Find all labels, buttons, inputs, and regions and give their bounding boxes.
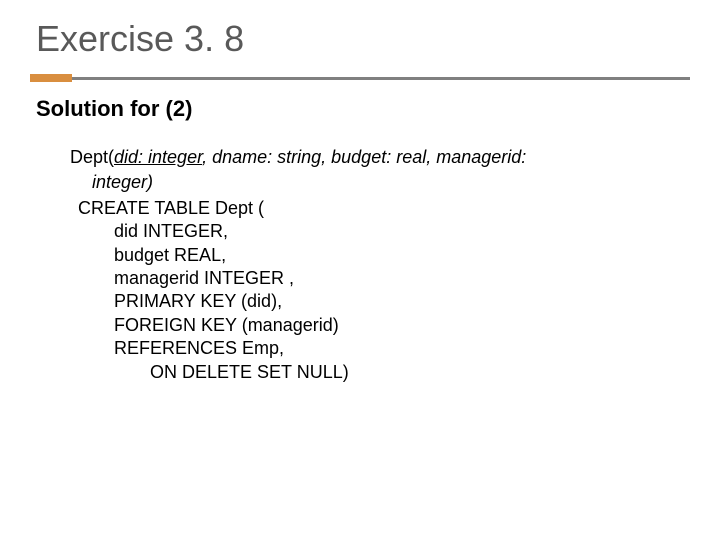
sql-line-references: REFERENCES Emp,: [114, 337, 690, 360]
slide-container: Exercise 3. 8 Solution for (2) Dept(did:…: [0, 0, 720, 540]
accent-bar: [30, 74, 690, 78]
sql-line-ondelete: ON DELETE SET NULL): [150, 361, 690, 384]
sql-line-fk: FOREIGN KEY (managerid): [114, 314, 690, 337]
schema-definition-line-2: integer): [92, 171, 690, 194]
sql-line-did: did INTEGER,: [114, 220, 690, 243]
accent-bar-gray: [30, 77, 690, 80]
accent-bar-orange: [30, 74, 72, 82]
slide-title: Exercise 3. 8: [36, 18, 690, 60]
sql-line-budget: budget REAL,: [114, 244, 690, 267]
schema-primary-key: did: integer: [114, 147, 202, 167]
sql-block: CREATE TABLE Dept ( did INTEGER, budget …: [78, 197, 690, 384]
schema-fields-tail: integer): [92, 172, 153, 192]
sql-line-pk: PRIMARY KEY (did),: [114, 290, 690, 313]
schema-definition-line-1: Dept(did: integer, dname: string, budget…: [70, 146, 690, 169]
content-block: Dept(did: integer, dname: string, budget…: [70, 146, 690, 384]
slide-subtitle: Solution for (2): [36, 96, 690, 122]
schema-prefix: Dept(: [70, 147, 114, 167]
sql-line-managerid: managerid INTEGER ,: [114, 267, 690, 290]
sql-line-create: CREATE TABLE Dept (: [78, 197, 690, 220]
schema-fields-rest: , dname: string, budget: real, managerid…: [202, 147, 526, 167]
